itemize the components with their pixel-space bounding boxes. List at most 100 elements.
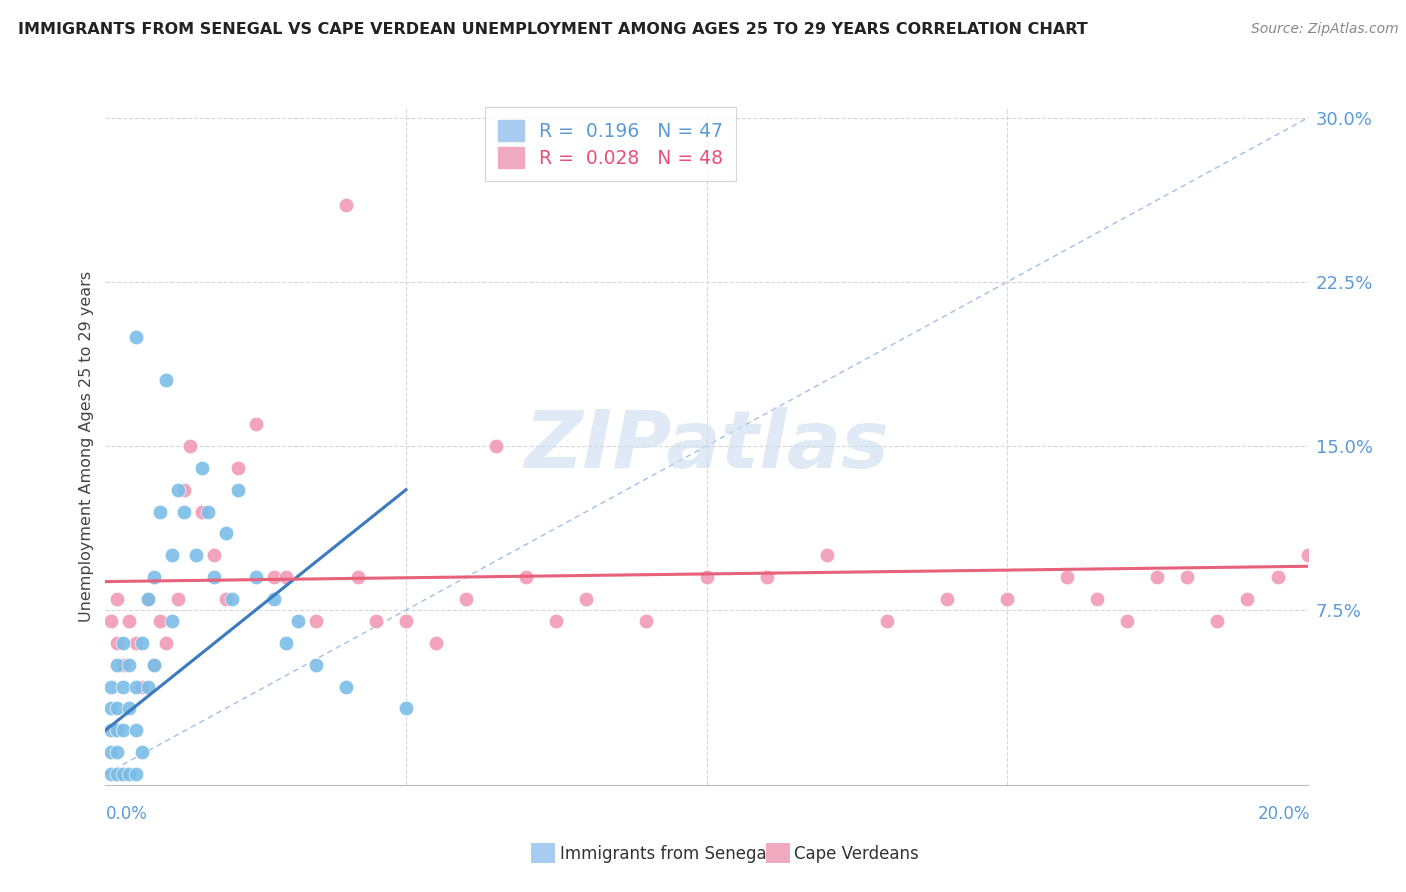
Point <box>515 570 537 584</box>
Point <box>485 439 508 453</box>
Point <box>335 680 357 694</box>
Point <box>118 657 141 672</box>
Point <box>155 373 177 387</box>
Point <box>454 592 477 607</box>
Point <box>1056 570 1078 584</box>
Point <box>347 570 370 584</box>
Point <box>160 614 183 628</box>
Point <box>100 723 122 738</box>
Point <box>107 636 129 650</box>
Point <box>142 657 165 672</box>
Point <box>546 614 568 628</box>
Point <box>112 767 135 781</box>
Point <box>936 592 959 607</box>
Point <box>124 636 146 650</box>
Point <box>136 680 159 694</box>
Point <box>995 592 1018 607</box>
Point <box>287 614 309 628</box>
Point <box>214 592 236 607</box>
Point <box>142 570 165 584</box>
Point <box>1206 614 1229 628</box>
Point <box>226 461 249 475</box>
Point <box>166 483 188 497</box>
Point <box>100 680 122 694</box>
Text: Immigrants from Senegal: Immigrants from Senegal <box>560 845 770 863</box>
Point <box>245 417 267 431</box>
Point <box>124 680 146 694</box>
Point <box>112 680 135 694</box>
Y-axis label: Unemployment Among Ages 25 to 29 years: Unemployment Among Ages 25 to 29 years <box>79 270 94 622</box>
Point <box>131 636 153 650</box>
Point <box>136 592 159 607</box>
Point <box>118 614 141 628</box>
Point <box>190 461 212 475</box>
Point <box>221 592 243 607</box>
Point <box>305 657 328 672</box>
Point <box>274 636 297 650</box>
Point <box>112 657 135 672</box>
Text: ZIPatlas: ZIPatlas <box>524 407 889 485</box>
Text: Cape Verdeans: Cape Verdeans <box>794 845 920 863</box>
Point <box>305 614 328 628</box>
Point <box>755 570 778 584</box>
Point <box>1175 570 1198 584</box>
Point <box>100 614 122 628</box>
Point <box>696 570 718 584</box>
Point <box>274 570 297 584</box>
Point <box>107 592 129 607</box>
Text: IMMIGRANTS FROM SENEGAL VS CAPE VERDEAN UNEMPLOYMENT AMONG AGES 25 TO 29 YEARS C: IMMIGRANTS FROM SENEGAL VS CAPE VERDEAN … <box>18 22 1088 37</box>
Point <box>112 723 135 738</box>
Point <box>118 701 141 715</box>
Point <box>190 505 212 519</box>
Point <box>131 680 153 694</box>
Point <box>636 614 658 628</box>
Text: 0.0%: 0.0% <box>105 805 148 822</box>
Point <box>184 549 207 563</box>
Point <box>131 745 153 759</box>
Point <box>1236 592 1258 607</box>
Point <box>1296 549 1319 563</box>
Point <box>107 723 129 738</box>
Point <box>245 570 267 584</box>
Point <box>166 592 188 607</box>
Point <box>124 723 146 738</box>
Point <box>263 570 285 584</box>
Legend: R =  0.196   N = 47, R =  0.028   N = 48: R = 0.196 N = 47, R = 0.028 N = 48 <box>485 107 737 181</box>
Point <box>100 745 122 759</box>
Point <box>112 636 135 650</box>
Point <box>1085 592 1108 607</box>
Point <box>136 592 159 607</box>
Point <box>364 614 387 628</box>
Point <box>124 329 146 343</box>
Point <box>118 767 141 781</box>
Point <box>155 636 177 650</box>
Point <box>107 657 129 672</box>
Point <box>395 701 418 715</box>
Point <box>107 701 129 715</box>
Point <box>202 570 225 584</box>
Point <box>107 767 129 781</box>
Point <box>1146 570 1168 584</box>
Text: Source: ZipAtlas.com: Source: ZipAtlas.com <box>1251 22 1399 37</box>
Point <box>395 614 418 628</box>
Point <box>107 745 129 759</box>
Point <box>173 483 195 497</box>
Point <box>876 614 898 628</box>
Point <box>100 701 122 715</box>
Point <box>148 614 170 628</box>
Point <box>226 483 249 497</box>
Text: 20.0%: 20.0% <box>1258 805 1310 822</box>
Point <box>815 549 838 563</box>
Point <box>575 592 598 607</box>
Point <box>142 657 165 672</box>
Point <box>1267 570 1289 584</box>
Point <box>202 549 225 563</box>
Point <box>263 592 285 607</box>
Point <box>1116 614 1139 628</box>
Point <box>160 549 183 563</box>
Point <box>335 198 357 212</box>
Point <box>173 505 195 519</box>
Point <box>148 505 170 519</box>
Point <box>197 505 219 519</box>
Point <box>214 526 236 541</box>
